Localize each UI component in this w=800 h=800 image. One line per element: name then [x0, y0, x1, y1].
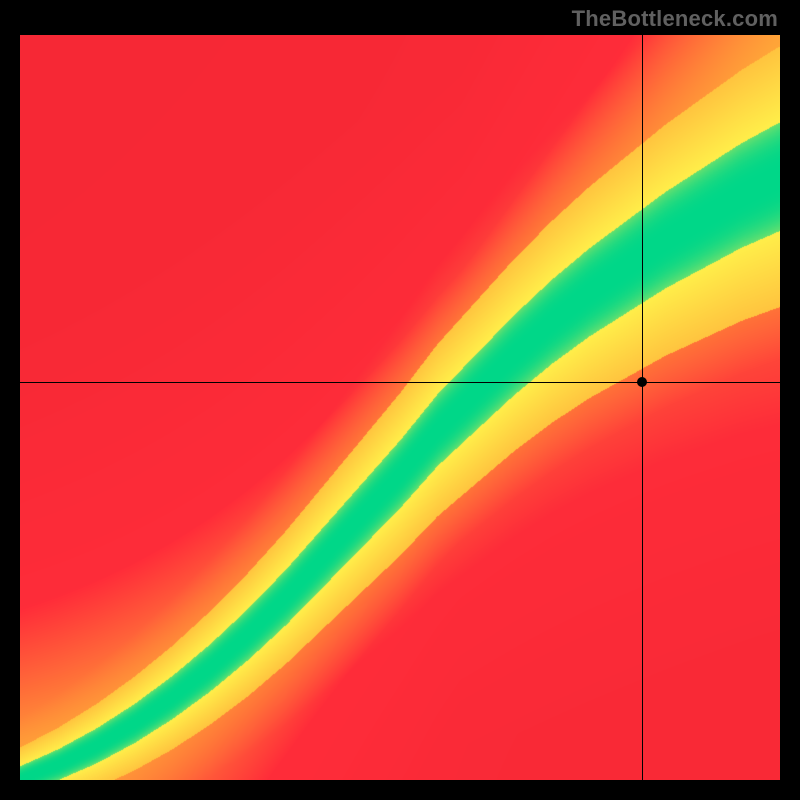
crosshair-marker — [637, 377, 647, 387]
crosshair-vertical — [642, 35, 643, 780]
plot-area — [20, 35, 780, 780]
watermark-text: TheBottleneck.com — [572, 6, 778, 32]
heatmap-canvas — [20, 35, 780, 780]
chart-container: TheBottleneck.com — [0, 0, 800, 800]
crosshair-horizontal — [20, 382, 780, 383]
